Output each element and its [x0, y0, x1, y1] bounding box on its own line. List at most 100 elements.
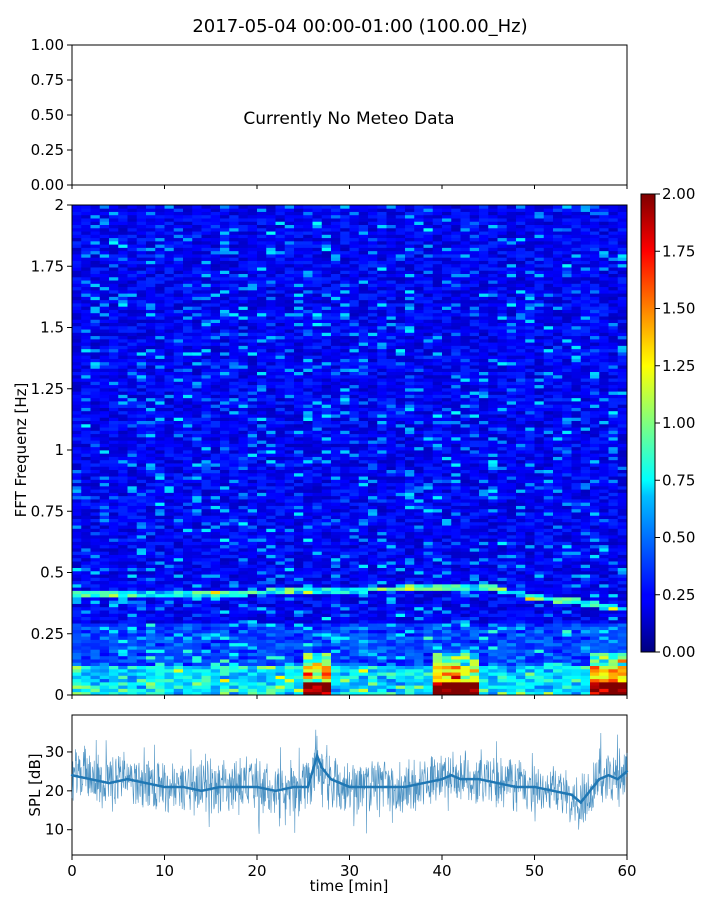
spectrogram-cell — [118, 404, 128, 408]
spectrogram-cell — [137, 443, 147, 447]
spectrogram-cell — [220, 525, 230, 529]
spectrogram-cell — [229, 617, 239, 621]
spectrogram-cell — [183, 424, 193, 428]
spectrogram-cell — [137, 545, 147, 549]
spectrogram-cell — [183, 551, 193, 555]
spectrogram-cell — [340, 293, 350, 297]
spectrogram-cell — [229, 555, 239, 559]
spectrogram-cell — [100, 509, 110, 513]
spectrogram-cell — [165, 293, 175, 297]
spectrogram-cell — [239, 427, 249, 431]
spectrogram-cell — [91, 215, 101, 219]
spectrogram-cell — [211, 417, 221, 421]
spectrogram-cell — [340, 617, 350, 621]
spectrogram-cell — [257, 502, 267, 506]
spectrogram-cell — [109, 290, 119, 294]
spectrogram-cell — [183, 633, 193, 637]
spectrogram-cell — [72, 528, 82, 532]
spectrogram-cell — [165, 561, 175, 565]
spectrogram-cell — [91, 555, 101, 559]
spectrogram-cell — [303, 574, 313, 578]
spectrogram-cell — [239, 280, 249, 284]
spectrogram-cell — [109, 636, 119, 640]
spectrogram-cell — [359, 617, 369, 621]
spectrogram-cell — [91, 522, 101, 526]
spectrogram-cell — [137, 430, 147, 434]
spectrogram-cell — [331, 283, 341, 287]
spectrogram-cell — [257, 394, 267, 398]
spectrogram-cell — [155, 241, 165, 245]
spectrogram-cell — [165, 662, 175, 666]
spectrogram-cell — [128, 261, 138, 265]
spectrogram-cell — [202, 649, 212, 653]
spectrogram-cell — [109, 231, 119, 235]
spectrogram-cell — [239, 453, 249, 457]
spectrogram-cell — [202, 296, 212, 300]
spectrogram-cell — [72, 555, 82, 559]
spectrogram-cell — [322, 473, 332, 477]
spectrogram-cell — [331, 639, 341, 643]
spectrogram-cell — [128, 440, 138, 444]
spectrogram-cell — [155, 545, 165, 549]
spectrogram-cell — [257, 274, 267, 278]
spectrogram-cell — [118, 620, 128, 624]
spectrogram-cell — [266, 587, 276, 591]
spectrogram-cell — [81, 437, 91, 441]
spectrogram-cell — [155, 659, 165, 663]
spectrogram-cell — [146, 541, 156, 545]
spectrogram-cell — [165, 323, 175, 327]
spectrogram-cell — [303, 643, 313, 647]
spectrogram-cell — [285, 336, 295, 340]
spectrogram-cell — [340, 496, 350, 500]
spectrogram-cell — [146, 470, 156, 474]
spectrogram-cell — [266, 496, 276, 500]
spectrogram-cell — [183, 368, 193, 372]
spectrogram-cell — [109, 620, 119, 624]
spectrogram-cell — [109, 574, 119, 578]
spectrogram-cell — [211, 466, 221, 470]
spectrogram-cell — [183, 339, 193, 343]
spectrogram-cell — [257, 225, 267, 229]
spectrogram-cell — [183, 568, 193, 572]
spectrogram-cell — [100, 254, 110, 258]
spectrogram-cell — [294, 336, 304, 340]
spectrogram-cell — [303, 300, 313, 304]
spectrogram-cell — [174, 355, 184, 359]
spectrogram-cell — [368, 512, 378, 516]
spectrogram-cell — [303, 241, 313, 245]
spectrogram-cell — [229, 639, 239, 643]
spectrogram-cell — [128, 430, 138, 434]
spectrogram-cell — [294, 682, 304, 686]
spectrogram-cell — [72, 639, 82, 643]
spectrogram-cell — [322, 323, 332, 327]
spectrogram-cell — [220, 532, 230, 536]
spectrogram-cell — [276, 313, 286, 317]
spectrogram-cell — [128, 470, 138, 474]
spectrogram-cell — [72, 470, 82, 474]
spectrogram-cell — [368, 600, 378, 604]
spectrogram-cell — [276, 525, 286, 529]
spectrogram-cell — [294, 577, 304, 581]
spectrogram-cell — [239, 623, 249, 627]
spectrogram-cell — [266, 241, 276, 245]
spectrogram-cell — [322, 476, 332, 480]
spectrogram-cell — [340, 653, 350, 657]
spectrogram-cell — [257, 590, 267, 594]
spectrogram-cell — [313, 208, 323, 212]
spectrogram-cell — [257, 270, 267, 274]
spectrogram-cell — [118, 287, 128, 291]
spectrogram-cell — [192, 600, 202, 604]
spectrogram-cell — [285, 231, 295, 235]
spectrogram-cell — [303, 280, 313, 284]
spectrogram-cell — [340, 316, 350, 320]
spectrogram-cell — [202, 287, 212, 291]
spectrogram-cell — [91, 261, 101, 265]
spectrogram-cell — [72, 662, 82, 666]
spectrogram-cell — [100, 528, 110, 532]
spectrogram-cell — [202, 590, 212, 594]
spectrogram-cell — [313, 267, 323, 271]
spectrogram-cell — [174, 394, 184, 398]
spectrogram-cell — [128, 653, 138, 657]
spectrogram-cell — [368, 669, 378, 673]
spectrogram-cell — [368, 646, 378, 650]
